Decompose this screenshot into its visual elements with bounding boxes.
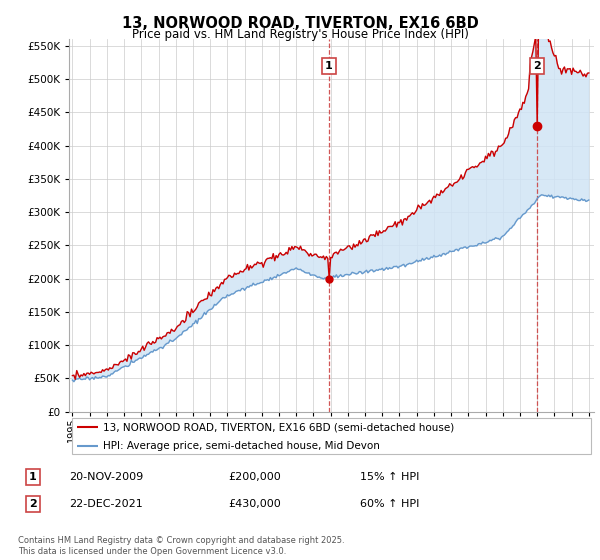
Text: £430,000: £430,000	[228, 499, 281, 509]
Text: 20-NOV-2009: 20-NOV-2009	[69, 472, 143, 482]
Text: 13, NORWOOD ROAD, TIVERTON, EX16 6BD (semi-detached house): 13, NORWOOD ROAD, TIVERTON, EX16 6BD (se…	[103, 422, 454, 432]
Text: 22-DEC-2021: 22-DEC-2021	[69, 499, 143, 509]
Text: 2: 2	[29, 499, 37, 509]
Text: £200,000: £200,000	[228, 472, 281, 482]
FancyBboxPatch shape	[71, 418, 592, 454]
Text: 13, NORWOOD ROAD, TIVERTON, EX16 6BD: 13, NORWOOD ROAD, TIVERTON, EX16 6BD	[122, 16, 478, 31]
Text: HPI: Average price, semi-detached house, Mid Devon: HPI: Average price, semi-detached house,…	[103, 441, 380, 451]
Text: 2: 2	[533, 61, 541, 71]
Text: 1: 1	[29, 472, 37, 482]
Text: Price paid vs. HM Land Registry's House Price Index (HPI): Price paid vs. HM Land Registry's House …	[131, 28, 469, 41]
Text: 1: 1	[325, 61, 332, 71]
Text: 60% ↑ HPI: 60% ↑ HPI	[360, 499, 419, 509]
Text: Contains HM Land Registry data © Crown copyright and database right 2025.
This d: Contains HM Land Registry data © Crown c…	[18, 536, 344, 556]
Text: 15% ↑ HPI: 15% ↑ HPI	[360, 472, 419, 482]
